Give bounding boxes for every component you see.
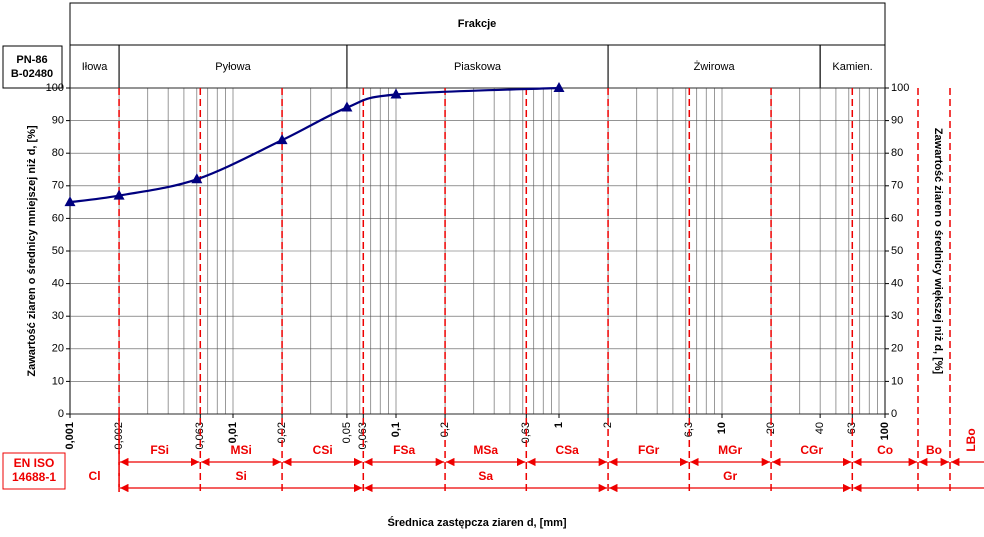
y2-tick-label: 100 (891, 82, 909, 94)
y-tick-label: 50 (52, 245, 64, 257)
iso-fraction-label: Co (877, 443, 893, 457)
iso-fraction-label: MSi (231, 443, 252, 457)
y2-tick-label: 50 (891, 245, 903, 257)
x-tick-label: 0,05 (341, 422, 353, 443)
x-tick-label: 40 (814, 422, 826, 434)
iso-fraction-label: LBo (964, 428, 978, 451)
y2-tick-label: 80 (891, 147, 903, 159)
x-tick-label: 100 (879, 422, 891, 440)
x-tick-label: 2 (602, 422, 614, 428)
data-point (113, 189, 125, 200)
iso-main-label: Cl (89, 469, 101, 483)
x-tick-label: 63 (846, 422, 858, 434)
x-tick-label: 0,1 (390, 422, 402, 437)
y-tick-label: 0 (58, 408, 64, 420)
standard-box (2, 45, 63, 89)
x-tick-label: 20 (765, 422, 777, 434)
y-tick-label: 40 (52, 278, 64, 290)
y2-tick-label: 30 (891, 310, 903, 322)
y-tick-label: 70 (52, 180, 64, 192)
data-point (553, 82, 565, 92)
iso-fraction-label: Bo (926, 443, 942, 457)
data-point (191, 173, 203, 184)
y-tick-label: 10 (52, 375, 64, 387)
y2-tick-label: 0 (891, 408, 897, 420)
data-point (276, 134, 288, 145)
x-tick-label: 0,01 (227, 422, 239, 443)
header: Frakcje (458, 18, 497, 30)
iso-box (2, 452, 66, 490)
y-tick-label: 30 (52, 310, 64, 322)
fraction-label: Kamien. (832, 61, 872, 73)
x-tick-label: 1 (553, 422, 565, 428)
fraction-label: Żwirowa (694, 60, 736, 73)
iso-fraction-label: MSa (473, 443, 498, 457)
iso-main-label: Sa (478, 469, 493, 483)
standard-label: PN-86 B-02480 (11, 54, 53, 80)
y-tick-label: 80 (52, 147, 64, 159)
data-point (390, 88, 402, 99)
data-point (64, 196, 76, 207)
iso-main-label: Gr (723, 469, 737, 483)
data-point (341, 101, 353, 112)
y-tick-label: 90 (52, 115, 64, 127)
y2-tick-label: 70 (891, 180, 903, 192)
iso-standard-label: EN ISO 14688-1 (12, 456, 56, 484)
fraction-label: Piaskowa (454, 61, 502, 73)
iso-fraction-label: FSa (393, 443, 415, 457)
iso-fraction-label: FGr (638, 443, 660, 457)
y2-tick-label: 40 (891, 278, 903, 290)
y2-tick-label: 60 (891, 212, 903, 224)
x-axis-title: Średnica zastępcza ziaren d, [mm] (387, 516, 566, 529)
iso-fraction-label: CSi (313, 443, 333, 457)
y-tick-label: 60 (52, 212, 64, 224)
fraction-label: Pyłowa (215, 61, 251, 73)
iso-main-label: Si (236, 469, 247, 483)
grading-curve (69, 86, 560, 204)
iso-fraction-label: MGr (718, 443, 742, 457)
y2-axis-title: Zawartość ziaren o średnicy większej niż… (932, 128, 944, 375)
y-tick-label: 100 (46, 82, 64, 94)
y-tick-label: 20 (52, 343, 64, 355)
y-axis-title: Zawartość ziaren o średnicy mniejszej ni… (26, 125, 38, 377)
y2-tick-label: 20 (891, 343, 903, 355)
y2-tick-label: 10 (891, 375, 903, 387)
x-tick-label: 0,001 (64, 422, 76, 450)
fraction-label: Iłowa (82, 61, 109, 73)
x-tick-label: 10 (716, 422, 728, 434)
iso-fraction-label: CGr (800, 443, 823, 457)
iso-fraction-label: CSa (556, 443, 580, 457)
iso-fraction-label: FSi (150, 443, 169, 457)
y2-tick-label: 90 (891, 115, 903, 127)
